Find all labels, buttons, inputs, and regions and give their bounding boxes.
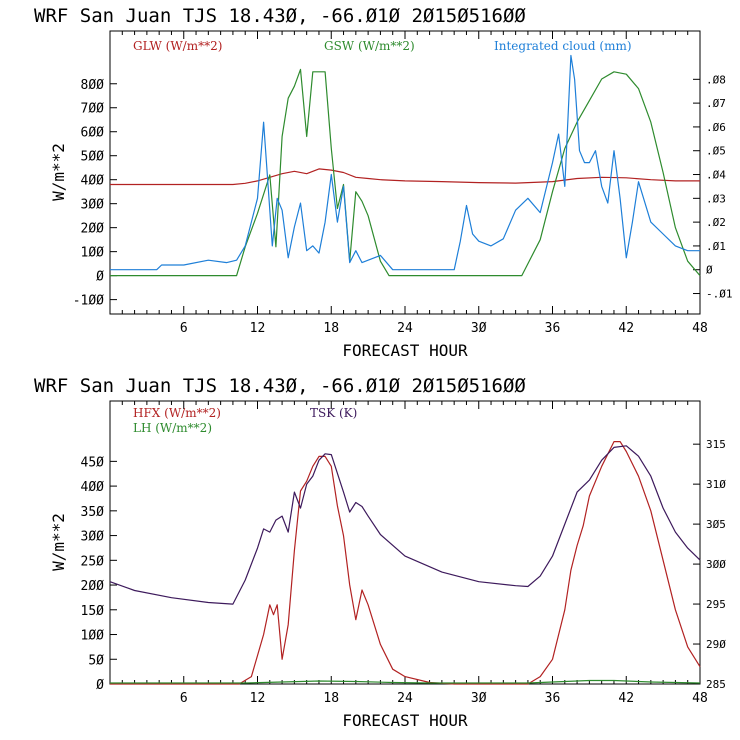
x-tick-label: 36 <box>545 321 561 336</box>
x-tick-label: 42 <box>618 321 634 336</box>
series-line-gsw <box>110 68 701 277</box>
y2-tick-label: 3ØØ <box>706 558 726 571</box>
y-tick-label: 1ØØ <box>81 629 105 644</box>
chart-2-y-label: W/m**2 <box>49 513 68 571</box>
y-tick-label: 3ØØ <box>81 530 105 545</box>
legend-gsw: GSW (W/m**2) <box>324 39 415 53</box>
chart-2-title: WRF San Juan TJS 18.43Ø, -66.Ø1Ø 2Ø15Ø51… <box>34 375 526 397</box>
y-tick-label: 4ØØ <box>81 174 105 189</box>
y2-tick-label: 31Ø <box>706 478 726 491</box>
chart-1-series <box>110 54 701 277</box>
y2-tick-label: 315 <box>706 438 726 451</box>
x-tick-label: 6 <box>180 691 188 706</box>
legend-glw: GLW (W/m**2) <box>133 39 222 53</box>
y2-tick-label: -.Ø1 <box>706 288 733 301</box>
y2-tick-label: .Ø2 <box>706 216 726 229</box>
y-tick-label: 45Ø <box>81 455 105 470</box>
y-tick-label: 6ØØ <box>81 126 105 141</box>
chart-1-y2-axis: -.Ø1 Ø .Ø1 .Ø2 .Ø3 .Ø4 .Ø5 .Ø6 .Ø7 .Ø8 <box>693 73 733 301</box>
chart-2-plot-frame <box>109 400 701 685</box>
y-tick-label: -1ØØ <box>73 294 104 309</box>
x-tick-label: 48 <box>692 321 708 336</box>
x-tick-label: 3Ø <box>471 321 487 336</box>
y2-tick-label: .Ø8 <box>706 73 726 86</box>
chart-1-y-axis: -1ØØ Ø 1ØØ 2ØØ 3ØØ 4ØØ 5ØØ 6ØØ 7ØØ 8ØØ <box>73 78 117 309</box>
chart-2-y2-axis: 285 29Ø 295 3ØØ 3Ø5 31Ø 315 <box>693 438 726 691</box>
x-tick-label: 18 <box>323 321 339 336</box>
chart-2-x-axis: 6 12 18 24 3Ø 36 42 48 <box>121 401 708 706</box>
y-tick-label: 7ØØ <box>81 102 105 117</box>
y2-tick-label: 29Ø <box>706 638 726 651</box>
series-line-integrated <box>110 54 700 271</box>
x-tick-label: 18 <box>323 691 339 706</box>
chart-2-y-axis: Ø 5Ø 1ØØ 15Ø 2ØØ 25Ø 3ØØ 35Ø 4ØØ 45Ø <box>81 455 117 693</box>
y-tick-label: 2ØØ <box>81 222 105 237</box>
x-tick-label: 6 <box>180 321 188 336</box>
series-line-hfx <box>110 441 701 685</box>
y2-tick-label: .Ø5 <box>706 145 726 158</box>
legend-integrated-cloud: Integrated cloud (mm) <box>494 39 632 53</box>
y-tick-label: 2ØØ <box>81 579 105 594</box>
chart-1-x-label: FORECAST HOUR <box>342 341 468 360</box>
x-tick-label: 12 <box>250 321 266 336</box>
chart-1-y-label: W/m**2 <box>49 143 68 201</box>
y2-tick-label: .Ø6 <box>706 121 726 134</box>
x-tick-label: 36 <box>545 691 561 706</box>
chart-1-x-axis: 6 12 18 24 3Ø 36 42 48 <box>121 31 708 336</box>
y2-tick-label: .Ø4 <box>706 169 726 182</box>
series-line-tsk <box>109 445 701 605</box>
chart-glw-gsw-cloud: WRF San Juan TJS 18.43Ø, -66.Ø1Ø 2Ø15Ø51… <box>34 5 733 360</box>
x-tick-label: 48 <box>692 691 708 706</box>
y2-tick-label: .Ø3 <box>706 192 726 205</box>
y-tick-label: 3ØØ <box>81 198 105 213</box>
legend-hfx: HFX (W/m**2) <box>133 406 221 420</box>
y-tick-label: 15Ø <box>81 604 105 619</box>
y-tick-label: 8ØØ <box>81 78 105 93</box>
chart-2-series <box>109 441 701 685</box>
x-tick-label: 3Ø <box>471 691 487 706</box>
y-tick-label: 5Ø <box>88 653 104 668</box>
y-tick-label: Ø <box>96 270 104 285</box>
y-tick-label: 35Ø <box>81 505 105 520</box>
y-tick-label: 25Ø <box>81 554 105 569</box>
y2-tick-label: .Ø1 <box>706 240 726 253</box>
x-tick-label: 12 <box>250 691 266 706</box>
y2-tick-label: .Ø7 <box>706 97 726 110</box>
legend-tsk: TSK (K) <box>310 406 357 420</box>
chart-hfx-lh-tsk: WRF San Juan TJS 18.43Ø, -66.Ø1Ø 2Ø15Ø51… <box>34 375 726 730</box>
y-tick-label: Ø <box>96 678 104 693</box>
chart-2-x-label: FORECAST HOUR <box>342 711 468 730</box>
y2-tick-label: 285 <box>706 678 726 691</box>
y-tick-label: 4ØØ <box>81 480 105 495</box>
series-line-lh <box>110 679 701 684</box>
y-tick-label: 1ØØ <box>81 246 105 261</box>
y2-tick-label: 295 <box>706 598 726 611</box>
y-tick-label: 5ØØ <box>81 150 105 165</box>
chart-1-title: WRF San Juan TJS 18.43Ø, -66.Ø1Ø 2Ø15Ø51… <box>34 5 526 27</box>
y2-tick-label: Ø <box>706 264 713 277</box>
y2-tick-label: 3Ø5 <box>706 518 726 531</box>
x-tick-label: 42 <box>618 691 634 706</box>
legend-lh: LH (W/m**2) <box>133 421 212 435</box>
x-tick-label: 24 <box>397 691 413 706</box>
x-tick-label: 24 <box>397 321 413 336</box>
